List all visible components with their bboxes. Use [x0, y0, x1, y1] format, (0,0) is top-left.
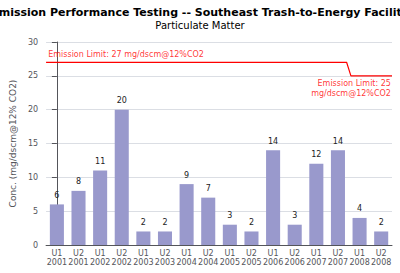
svg-text:14: 14 — [333, 137, 343, 146]
svg-text:U2: U2 — [160, 249, 171, 258]
svg-text:15: 15 — [28, 139, 38, 148]
svg-text:U2: U2 — [116, 249, 127, 258]
svg-text:2002: 2002 — [90, 258, 110, 267]
svg-text:Emission Limit: 27 mg/dscm@12%: Emission Limit: 27 mg/dscm@12%CO2 — [48, 50, 204, 59]
svg-text:3: 3 — [292, 211, 297, 220]
svg-text:2004: 2004 — [176, 258, 196, 267]
svg-text:Emission Performance Testing -: Emission Performance Testing -- Southeas… — [0, 6, 400, 19]
svg-text:9: 9 — [184, 171, 189, 180]
svg-text:2005: 2005 — [241, 258, 261, 267]
svg-text:2008: 2008 — [371, 258, 391, 267]
svg-text:2007: 2007 — [328, 258, 348, 267]
svg-text:2004: 2004 — [198, 258, 218, 267]
svg-text:U1: U1 — [268, 249, 279, 258]
svg-text:2002: 2002 — [112, 258, 132, 267]
svg-text:12: 12 — [311, 150, 321, 159]
svg-text:2: 2 — [162, 218, 167, 227]
svg-text:2006: 2006 — [263, 258, 283, 267]
svg-text:2: 2 — [379, 218, 384, 227]
svg-text:Conc. (mg/dscm@12% CO2): Conc. (mg/dscm@12% CO2) — [8, 80, 18, 208]
svg-text:U1: U1 — [138, 249, 149, 258]
svg-text:2005: 2005 — [220, 258, 240, 267]
svg-text:U1: U1 — [224, 249, 235, 258]
svg-text:2001: 2001 — [68, 258, 88, 267]
svg-text:4: 4 — [357, 204, 362, 213]
svg-text:U1: U1 — [311, 249, 322, 258]
svg-text:2: 2 — [249, 218, 254, 227]
svg-text:14: 14 — [268, 137, 278, 146]
svg-text:U1: U1 — [354, 249, 365, 258]
svg-text:30: 30 — [28, 38, 38, 47]
svg-text:Particulate Matter: Particulate Matter — [155, 20, 245, 31]
svg-text:2007: 2007 — [306, 258, 326, 267]
svg-text:8: 8 — [76, 177, 81, 186]
svg-text:5: 5 — [33, 207, 38, 216]
svg-text:11: 11 — [95, 157, 105, 166]
svg-text:U2: U2 — [376, 249, 387, 258]
svg-text:U2: U2 — [73, 249, 84, 258]
svg-text:10: 10 — [28, 173, 38, 182]
svg-text:6: 6 — [54, 191, 59, 200]
svg-text:2003: 2003 — [133, 258, 153, 267]
svg-text:U1: U1 — [51, 249, 62, 258]
svg-text:7: 7 — [206, 184, 211, 193]
svg-text:U2: U2 — [203, 249, 214, 258]
svg-text:20: 20 — [28, 105, 38, 114]
svg-text:U2: U2 — [246, 249, 257, 258]
svg-text:2: 2 — [141, 218, 146, 227]
svg-text:2001: 2001 — [47, 258, 67, 267]
svg-text:U1: U1 — [95, 249, 106, 258]
svg-text:U2: U2 — [332, 249, 343, 258]
svg-text:3: 3 — [227, 211, 232, 220]
svg-text:U1: U1 — [181, 249, 192, 258]
svg-text:mg/dscm@12%CO2: mg/dscm@12%CO2 — [311, 89, 391, 98]
svg-text:2008: 2008 — [349, 258, 369, 267]
svg-text:2006: 2006 — [285, 258, 305, 267]
svg-text:U2: U2 — [289, 249, 300, 258]
svg-text:Emission Limit: 25: Emission Limit: 25 — [318, 79, 391, 88]
svg-text:25: 25 — [28, 71, 38, 80]
svg-text:20: 20 — [117, 96, 127, 105]
svg-text:0: 0 — [33, 241, 38, 250]
svg-text:2003: 2003 — [155, 258, 175, 267]
